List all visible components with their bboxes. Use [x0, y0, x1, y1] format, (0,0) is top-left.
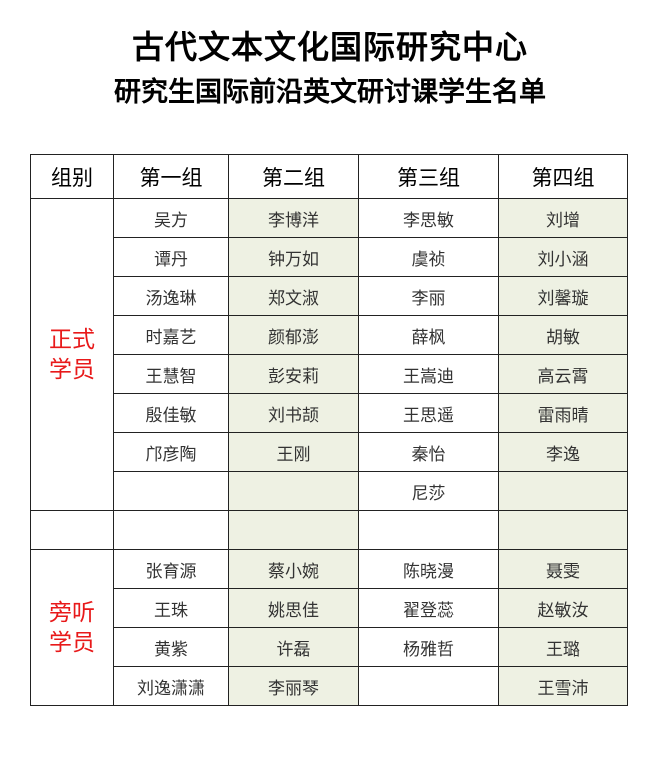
spacer-row — [30, 510, 628, 550]
student-name-cell: 谭丹 — [113, 237, 229, 277]
student-name-cell: 时嘉艺 — [113, 315, 229, 355]
student-name-cell: 邝彦陶 — [113, 432, 229, 472]
category-label-line: 正式 — [49, 326, 95, 353]
empty-cell — [358, 510, 499, 550]
auditor-category-label: 旁听 学员 — [30, 549, 114, 706]
empty-cell — [498, 510, 628, 550]
student-name-cell: 刘小涵 — [498, 237, 628, 277]
student-name-cell: 刘逸潇潇 — [113, 666, 229, 706]
student-name-cell: 吴方 — [113, 198, 229, 238]
student-name-cell: 聂雯 — [498, 549, 628, 589]
student-name-cell: 王慧智 — [113, 354, 229, 394]
student-name-cell: 王嵩迪 — [358, 354, 499, 394]
header-row: 组别 第一组 第二组 第三组 第四组 — [30, 154, 628, 199]
student-name-cell: 刘馨璇 — [498, 276, 628, 316]
student-name-cell: 钟万如 — [228, 237, 359, 277]
student-name-cell: 赵敏汝 — [498, 588, 628, 628]
table-row: 谭丹 钟万如 虞祯 刘小涵 — [31, 237, 628, 277]
student-roster-table: 组别 第一组 第二组 第三组 第四组 正式 学员 吴方 李博洋 李思敏 刘增 谭丹 钟万如 虞祯… — [30, 154, 628, 706]
empty-cell — [113, 510, 229, 550]
student-name-cell — [358, 666, 499, 706]
student-name-cell: 王珠 — [113, 588, 229, 628]
table-row: 汤逸琳 郑文淑 李丽 刘馨璇 — [31, 276, 628, 316]
student-name-cell: 王雪沛 — [498, 666, 628, 706]
student-name-cell: 刘书颉 — [228, 393, 359, 433]
category-label-line: 学员 — [49, 356, 95, 383]
student-name-cell: 王思遥 — [358, 393, 499, 433]
student-name-cell: 薛枫 — [358, 315, 499, 355]
header-group: 组别 — [30, 154, 114, 199]
student-name-cell: 许磊 — [228, 627, 359, 667]
student-name-cell: 虞祯 — [358, 237, 499, 277]
student-name-cell: 胡敏 — [498, 315, 628, 355]
student-name-cell: 陈晓漫 — [358, 549, 499, 589]
student-name-cell: 张育源 — [113, 549, 229, 589]
header-group-1: 第一组 — [113, 154, 229, 199]
header-group-2: 第二组 — [228, 154, 359, 199]
table-row: 尼莎 — [31, 471, 628, 511]
document-title: 古代文本文化国际研究中心 — [131, 28, 528, 66]
student-name-cell — [113, 471, 229, 511]
student-name-cell: 秦怡 — [358, 432, 499, 472]
student-name-cell: 刘增 — [498, 198, 628, 238]
student-name-cell: 蔡小婉 — [228, 549, 359, 589]
student-name-cell: 姚思佳 — [228, 588, 359, 628]
student-name-cell: 李思敏 — [358, 198, 499, 238]
student-name-cell: 彭安莉 — [228, 354, 359, 394]
empty-cell — [228, 510, 359, 550]
table-row: 殷佳敏 刘书颉 王思遥 雷雨晴 — [31, 393, 628, 433]
student-name-cell: 郑文淑 — [228, 276, 359, 316]
header-group-3: 第三组 — [358, 154, 499, 199]
student-name-cell: 王刚 — [228, 432, 359, 472]
table-row: 正式 学员 吴方 李博洋 李思敏 刘增 — [30, 198, 628, 511]
table-row: 王慧智 彭安莉 王嵩迪 高云霄 — [31, 354, 628, 394]
category-label-line: 学员 — [49, 629, 95, 656]
empty-cell — [30, 510, 114, 550]
student-name-cell: 尼莎 — [358, 471, 499, 511]
student-name-cell: 高云霄 — [498, 354, 628, 394]
document-subtitle: 研究生国际前沿英文研讨课学生名单 — [114, 77, 546, 108]
student-name-cell: 李博洋 — [228, 198, 359, 238]
student-name-cell: 黄紫 — [113, 627, 229, 667]
student-name-cell: 汤逸琳 — [113, 276, 229, 316]
table-row: 刘逸潇潇 李丽琴 王雪沛 — [31, 666, 628, 706]
table-row: 王珠 姚思佳 翟登蕊 赵敏汝 — [31, 588, 628, 628]
student-name-cell: 王璐 — [498, 627, 628, 667]
student-name-cell: 李丽琴 — [228, 666, 359, 706]
student-name-cell: 颜郁澎 — [228, 315, 359, 355]
table-row: 时嘉艺 颜郁澎 薛枫 胡敏 — [31, 315, 628, 355]
formal-category-label: 正式 学员 — [30, 198, 114, 511]
student-name-cell: 殷佳敏 — [113, 393, 229, 433]
student-name-cell — [228, 471, 359, 511]
student-name-cell — [498, 471, 628, 511]
student-name-cell: 杨雅哲 — [358, 627, 499, 667]
table-row: 黄紫 许磊 杨雅哲 王璐 — [31, 627, 628, 667]
category-label-line: 旁听 — [49, 599, 95, 626]
table-row: 邝彦陶 王刚 秦怡 李逸 — [31, 432, 628, 472]
header-group-4: 第四组 — [498, 154, 628, 199]
student-name-cell: 翟登蕊 — [358, 588, 499, 628]
student-name-cell: 李逸 — [498, 432, 628, 472]
table-row: 旁听 学员 张育源 蔡小婉 陈晓漫 聂雯 — [30, 549, 628, 706]
student-name-cell: 李丽 — [358, 276, 499, 316]
student-name-cell: 雷雨晴 — [498, 393, 628, 433]
